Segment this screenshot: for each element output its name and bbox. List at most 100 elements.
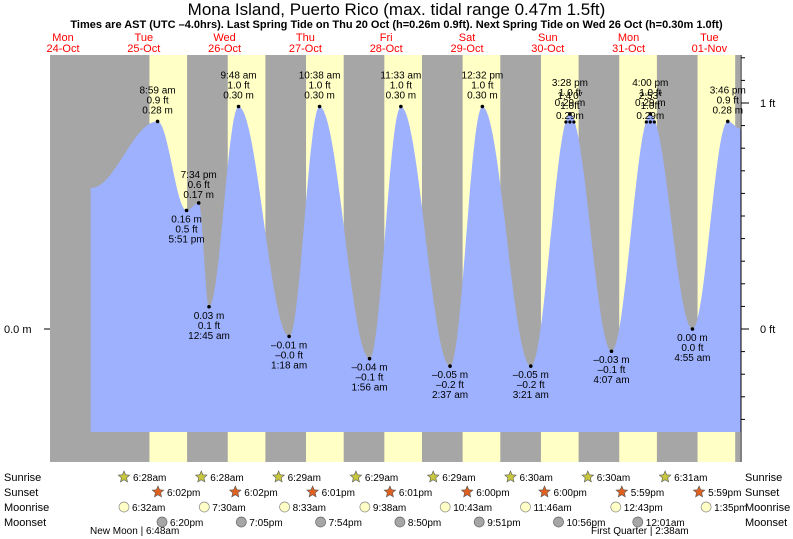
tide-point (317, 104, 322, 109)
tide-label-time: 11:33 am (380, 71, 421, 82)
tide-label-m: –0.04 m (351, 363, 387, 374)
tide-label-ft: 0.6 ft (188, 180, 210, 191)
day-header-date: 28-Oct (370, 43, 403, 55)
moonset-icon (473, 516, 485, 528)
moonrise-icon (700, 501, 712, 513)
moonrise-time: 7:30am (212, 503, 245, 514)
sunrise-time: 6:28am (133, 473, 166, 484)
tide-label-time: 3:46 pm (710, 85, 746, 96)
moonrise-time: 12:43pm (624, 503, 663, 514)
tide-point (367, 356, 372, 361)
sunset-time: 6:00pm (476, 488, 509, 499)
tide-point (480, 104, 485, 109)
sunrise-star (658, 470, 672, 483)
tide-label-m: 0.17 m (183, 190, 214, 201)
row-label-right-moonset: Moonset (745, 517, 787, 529)
tide-label-ft: –0.2 ft (517, 380, 545, 391)
moonrise-icon (118, 501, 130, 513)
tide-label-m: –0.03 m (593, 355, 629, 366)
right-axis-label-0ft: 0 ft (760, 324, 775, 336)
tide-label-ft: 1.0 ft (471, 81, 493, 92)
moonset-icon (632, 516, 644, 528)
overlap-label-line2: 1.0ft (641, 101, 661, 112)
tide-label-time: 3:28 pm (552, 78, 588, 89)
tide-point (196, 201, 201, 205)
tide-label-time: 10:38 am (299, 71, 341, 82)
sunrise-star (426, 470, 440, 483)
tide-point (207, 304, 211, 309)
tide-label-time: 4:07 am (593, 375, 629, 386)
moonset-time: 12:01am (646, 518, 685, 529)
tide-label-time: 9:48 am (220, 71, 256, 82)
tide-label-ft: –0.1 ft (356, 373, 384, 384)
moonset-icon (553, 516, 564, 528)
tide-label-m: –0.01 m (271, 340, 307, 351)
tide-label-time: 1:56 am (351, 383, 387, 394)
moonset-icon (235, 516, 247, 528)
overlap-point (564, 120, 568, 124)
chart-title: Mona Island, Puerto Rico (max. tidal ran… (187, 0, 606, 19)
moonset-icon (394, 516, 406, 528)
day-header-date: 24-Oct (46, 43, 79, 55)
row-label-left-moonrise: Moonrise (4, 502, 49, 514)
row-label-right-sunrise: Sunrise (745, 472, 782, 484)
tide-label-m: 0.28 m (142, 105, 173, 116)
sunrise-time: 6:30am (520, 473, 553, 484)
tide-point (568, 112, 572, 116)
tide-label-time: 8:59 am (140, 85, 176, 96)
row-label-left-sunset: Sunset (4, 487, 38, 499)
moonrise-icon (520, 501, 531, 513)
sunrise-star (504, 470, 517, 483)
overlap-label-line3: 0.29m (556, 111, 584, 122)
tide-point (528, 364, 533, 368)
sunrise-time: 6:31am (674, 473, 707, 484)
day-header-dow: Tue (135, 32, 154, 44)
tide-label-m: 0.00 m (677, 333, 708, 344)
moonset-time: 9:51pm (487, 518, 520, 529)
day-header-date: 01-Nov (692, 43, 728, 55)
moonset-time: 7:54pm (329, 518, 362, 529)
moon-phase-new: New Moon | 6:48am (90, 526, 179, 537)
moonset-icon (315, 516, 326, 528)
tide-label-time: 12:32 pm (462, 71, 504, 82)
moonrise-icon (198, 501, 210, 513)
sunrise-star (581, 470, 595, 483)
tide-label-m: 0.16 m (171, 214, 202, 225)
tide-label-time: 12:45 am (188, 331, 230, 342)
tide-label-ft: –0.2 ft (436, 380, 464, 391)
moonrise-icon (279, 501, 290, 513)
sunset-star (692, 485, 706, 498)
tide-label-m: –0.05 m (513, 370, 549, 381)
tide-label-m: 0.30 m (223, 91, 254, 102)
sunset-star (383, 485, 397, 498)
day-header-dow: Mon (618, 32, 639, 44)
row-label-left-moonset: Moonset (4, 517, 46, 529)
day-header-dow: Wed (213, 32, 235, 44)
tide-point (690, 327, 695, 331)
row-label-right-sunset: Sunset (745, 487, 779, 499)
day-header-dow: Mon (52, 32, 73, 44)
moonrise-time: 6:32am (132, 503, 165, 514)
day-header-dow: Sat (459, 32, 476, 44)
sunset-star (538, 485, 551, 498)
moonrise-icon (439, 501, 451, 513)
moonrise-time: 8:33am (293, 503, 326, 514)
tide-label-m: 0.29 m (635, 98, 666, 109)
overlap-point (652, 120, 656, 124)
tide-label-m: –0.05 m (432, 370, 468, 381)
sunrise-time: 6:29am (442, 473, 475, 484)
sunrise-time: 6:30am (597, 473, 630, 484)
sunset-star (151, 485, 165, 498)
day-header-dow: Sun (538, 32, 558, 44)
overlap-point (572, 120, 576, 124)
sunset-star (306, 485, 320, 498)
tide-point (236, 104, 241, 109)
overlap-label-line1: 1:4′0′′ (557, 91, 582, 102)
sunrise-star (272, 470, 286, 483)
tide-label-ft: 1.0 ft (390, 81, 412, 92)
row-label-right-moonrise: Moonrise (745, 502, 790, 514)
tide-label-ft: 1.0 ft (227, 81, 249, 92)
tide-label-time: 4:55 am (674, 353, 710, 364)
